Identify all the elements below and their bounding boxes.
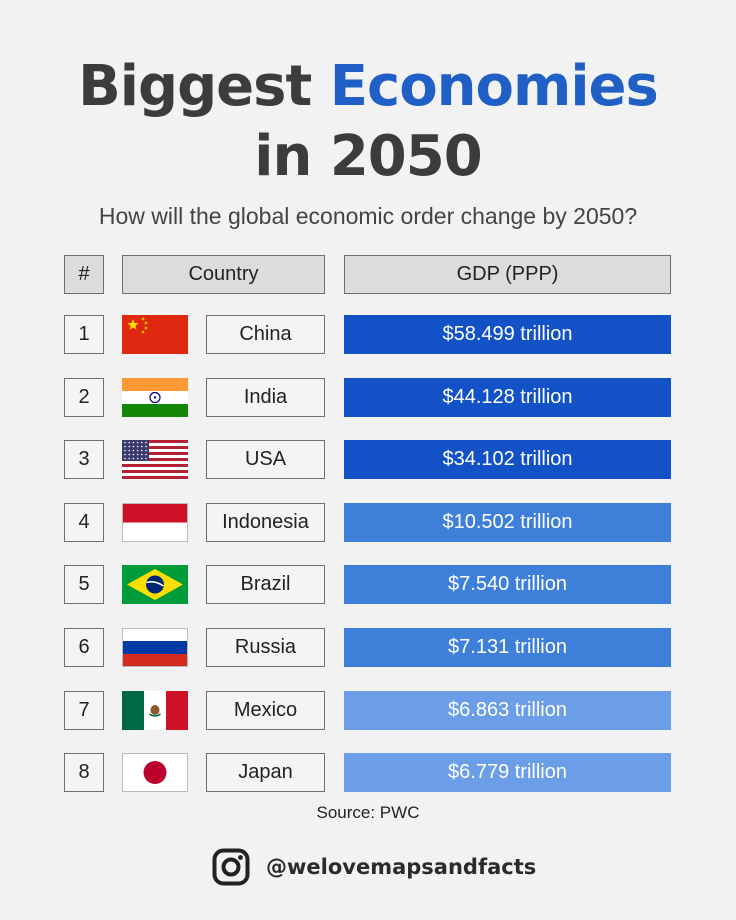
gdp-cell: $34.102 trillion: [344, 440, 671, 479]
japan-flag: [122, 753, 188, 792]
country-cell: Indonesia: [206, 503, 325, 542]
country-cell: China: [206, 315, 325, 354]
subtitle: How will the global economic order chang…: [98, 203, 638, 229]
rank-cell: 4: [64, 503, 104, 542]
rank-cell: 1: [64, 315, 104, 354]
gdp-cell: $58.499 trillion: [344, 315, 671, 354]
china-flag: [122, 315, 188, 354]
russia-flag: [122, 628, 188, 667]
social-handle: @welovemapsandfacts: [212, 848, 536, 886]
handle-text: @welovemapsandfacts: [266, 855, 537, 879]
country-cell: Japan: [206, 753, 325, 792]
header-rank: #: [64, 255, 104, 294]
country-cell: USA: [206, 440, 325, 479]
country-cell: Mexico: [206, 691, 325, 730]
country-cell: Brazil: [206, 565, 325, 604]
india-flag: [122, 378, 188, 417]
gdp-cell: $6.779 trillion: [344, 753, 671, 792]
header-gdp: GDP (PPP): [344, 255, 671, 294]
gdp-cell: $44.128 trillion: [344, 378, 671, 417]
source-note: Source: PWC: [316, 803, 420, 822]
brazil-flag: [122, 565, 188, 604]
gdp-cell: $7.540 trillion: [344, 565, 671, 604]
title-accent: Economies: [329, 54, 659, 119]
page-title-line2: in 2050: [254, 124, 482, 189]
country-cell: Russia: [206, 628, 325, 667]
rank-cell: 6: [64, 628, 104, 667]
instagram-icon: [212, 848, 250, 886]
rank-cell: 5: [64, 565, 104, 604]
title-part1: Biggest: [78, 54, 330, 119]
header-country: Country: [122, 255, 325, 294]
rank-cell: 3: [64, 440, 104, 479]
rank-cell: 8: [64, 753, 104, 792]
gdp-cell: $7.131 trillion: [344, 628, 671, 667]
country-cell: India: [206, 378, 325, 417]
rank-cell: 7: [64, 691, 104, 730]
mexico-flag: [122, 691, 188, 730]
usa-flag: [122, 440, 188, 479]
rank-cell: 2: [64, 378, 104, 417]
page-title-line1: Biggest Economies: [0, 54, 736, 119]
gdp-cell: $6.863 trillion: [344, 691, 671, 730]
gdp-cell: $10.502 trillion: [344, 503, 671, 542]
indonesia-flag: [122, 503, 188, 542]
